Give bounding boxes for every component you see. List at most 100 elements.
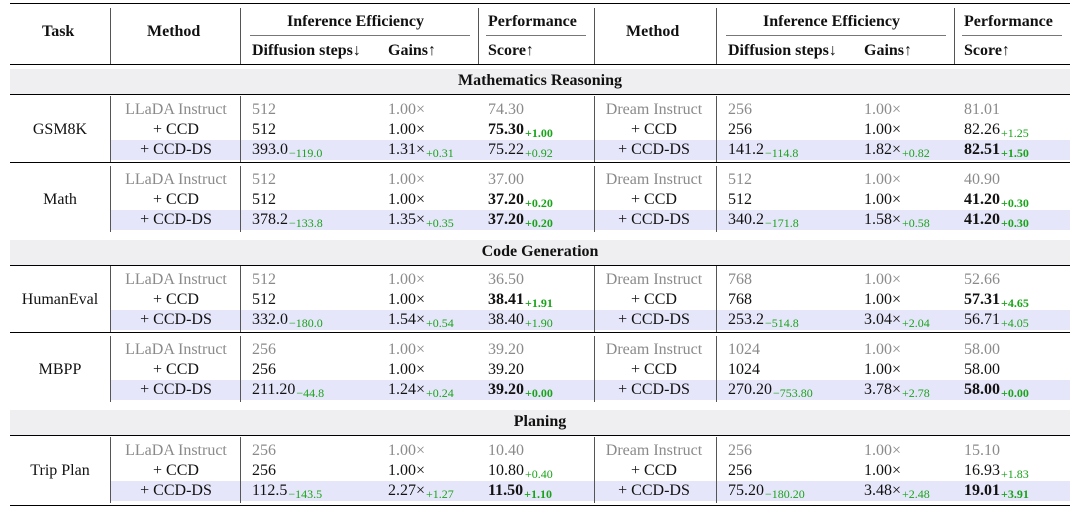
highlight-row-band — [110, 140, 1070, 160]
score-cell-delta: +0.30 — [1001, 216, 1029, 230]
score-cell-delta: +0.92 — [525, 146, 553, 160]
score-cell-value: 75.22 — [488, 141, 524, 158]
col-divider — [240, 266, 241, 332]
score-cell: 82.51+1.50 — [964, 140, 1029, 160]
steps-cell-value: 512 — [252, 191, 276, 208]
diffusion-steps-header-2: Diffusion steps↓ — [728, 42, 837, 59]
gain-cell: 1.00× — [864, 270, 901, 290]
gain-cell-value: 1.00× — [864, 361, 902, 378]
diffusion-steps-header: Diffusion steps↓ — [252, 42, 361, 59]
score-cell-value: 56.71 — [964, 311, 1000, 328]
steps-cell: 512 — [252, 270, 276, 290]
score-cell-delta: +1.10 — [524, 487, 552, 501]
score-cell: 58.00+0.00 — [964, 380, 1029, 400]
score-cell-value: 58.00 — [964, 381, 1000, 398]
steps-cell-delta: −133.8 — [289, 216, 323, 230]
gain-cell: 1.00× — [864, 340, 901, 360]
col-divider — [110, 437, 111, 503]
gain-cell-value: 1.00× — [388, 361, 426, 378]
gain-cell-value: 1.00× — [864, 171, 902, 188]
col-divider — [110, 96, 111, 162]
gain-cell-delta: +0.24 — [426, 386, 454, 400]
score-cell: 81.01 — [964, 100, 1000, 120]
col-divider — [594, 266, 595, 332]
score-cell: 75.22+0.92 — [488, 140, 553, 160]
steps-cell-value: 512 — [252, 291, 276, 308]
score-cell-value: 38.41 — [488, 291, 524, 308]
gain-cell: 1.54×+0.54 — [388, 310, 454, 330]
score-cell-value: 11.50 — [488, 482, 524, 499]
col-divider — [110, 266, 111, 332]
gain-cell-value: 1.00× — [864, 442, 902, 459]
gain-cell: 1.00× — [388, 120, 425, 140]
gain-cell-value: 1.00× — [388, 291, 426, 308]
gain-cell: 1.00× — [388, 461, 425, 481]
method-label: LLaDA Instruct — [125, 442, 227, 459]
score-cell-value: 36.50 — [488, 271, 524, 288]
score-cell-value: 38.40 — [488, 311, 524, 328]
gain-cell-value: 1.00× — [864, 191, 902, 208]
cmid-rule — [726, 35, 946, 36]
score-header: Score↑ — [488, 42, 534, 59]
steps-cell-value: 256 — [728, 462, 752, 479]
steps-cell-value: 1024 — [728, 341, 760, 358]
steps-cell: 256 — [728, 120, 752, 140]
col-divider — [716, 437, 717, 503]
gain-cell: 1.00× — [864, 100, 901, 120]
gain-cell-delta: +0.58 — [902, 216, 930, 230]
col-divider — [594, 437, 595, 503]
steps-cell: 270.20−753.80 — [728, 380, 813, 400]
cmid-rule — [962, 35, 1062, 36]
gain-cell-value: 1.00× — [388, 341, 426, 358]
col-divider — [716, 8, 717, 64]
score-cell: 11.50+1.10 — [488, 481, 552, 501]
method-label: + CCD — [631, 191, 677, 208]
section-rule — [10, 435, 1070, 436]
section-rule — [10, 265, 1070, 266]
task-name: MBPP — [38, 361, 82, 378]
score-cell-value: 58.00 — [964, 361, 1000, 378]
method-label: Dream Instruct — [605, 442, 703, 459]
score-cell-value: 75.30 — [488, 121, 524, 138]
score-cell-delta: +0.00 — [525, 386, 553, 400]
col-divider — [594, 166, 595, 232]
method-label: + CCD — [153, 462, 199, 479]
bottom-rule — [10, 505, 1070, 506]
steps-cell-delta: −44.8 — [296, 386, 325, 400]
score-cell-delta: +3.91 — [1001, 487, 1029, 501]
score-cell-value: 58.00 — [964, 341, 1000, 358]
steps-cell: 378.2−133.8 — [252, 210, 323, 230]
col-divider — [240, 437, 241, 503]
score-cell: 75.30+1.00 — [488, 120, 553, 140]
steps-cell: 332.0−180.0 — [252, 310, 323, 330]
gain-cell-delta: +1.27 — [426, 487, 454, 501]
score-cell-value: 10.40 — [488, 442, 524, 459]
gain-cell: 1.58×+0.58 — [864, 210, 930, 230]
gain-cell: 1.00× — [864, 170, 901, 190]
col-divider — [594, 336, 595, 402]
score-cell-value: 37.00 — [488, 171, 524, 188]
score-cell-value: 15.10 — [964, 442, 1000, 459]
steps-cell: 75.20−180.20 — [728, 481, 805, 501]
gain-cell: 1.00× — [864, 360, 901, 380]
col-divider — [110, 336, 111, 402]
gain-cell-value: 1.00× — [388, 171, 426, 188]
gain-cell-delta: +2.78 — [902, 386, 930, 400]
gain-cell: 1.00× — [388, 340, 425, 360]
section-band — [10, 410, 1070, 435]
gain-cell-value: 1.00× — [388, 191, 426, 208]
score-cell: 37.20+0.20 — [488, 210, 553, 230]
score-cell-value: 41.20 — [964, 191, 1000, 208]
gain-cell-value: 1.82× — [864, 141, 902, 158]
score-cell-value: 37.20 — [488, 211, 524, 228]
steps-cell-value: 256 — [252, 361, 276, 378]
section-band — [10, 69, 1070, 94]
steps-cell-value: 768 — [728, 291, 752, 308]
method-label: + CCD-DS — [140, 311, 212, 328]
performance-header: Performance — [488, 13, 577, 30]
steps-cell-delta: −514.8 — [765, 316, 799, 330]
gain-cell-delta: +2.04 — [902, 316, 930, 330]
steps-cell-value: 270.20 — [728, 381, 772, 398]
method-label: LLaDA Instruct — [125, 171, 227, 188]
